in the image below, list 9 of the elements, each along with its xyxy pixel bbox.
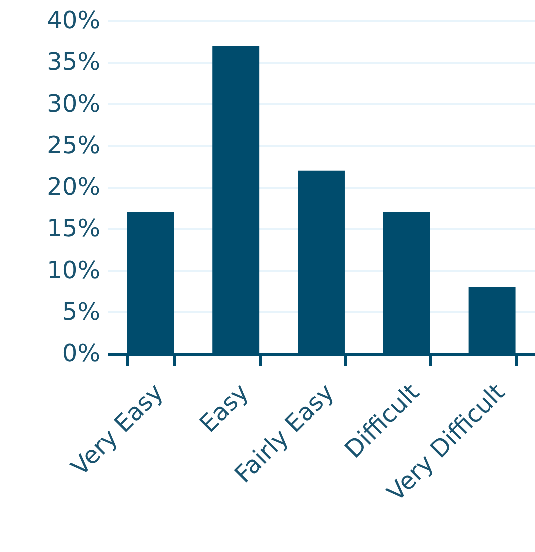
y-tick-label: 40% [47,6,100,34]
y-tick-label: 35% [47,48,100,76]
y-tick-label: 15% [47,214,100,243]
y-tick-label: 30% [47,90,100,118]
y-tick-label: 5% [62,298,100,326]
y-tick-label: 10% [47,256,100,284]
y-tick-label: 0% [62,340,100,368]
y-tick-label: 25% [47,131,100,160]
y-tick-label: 20% [47,173,100,201]
